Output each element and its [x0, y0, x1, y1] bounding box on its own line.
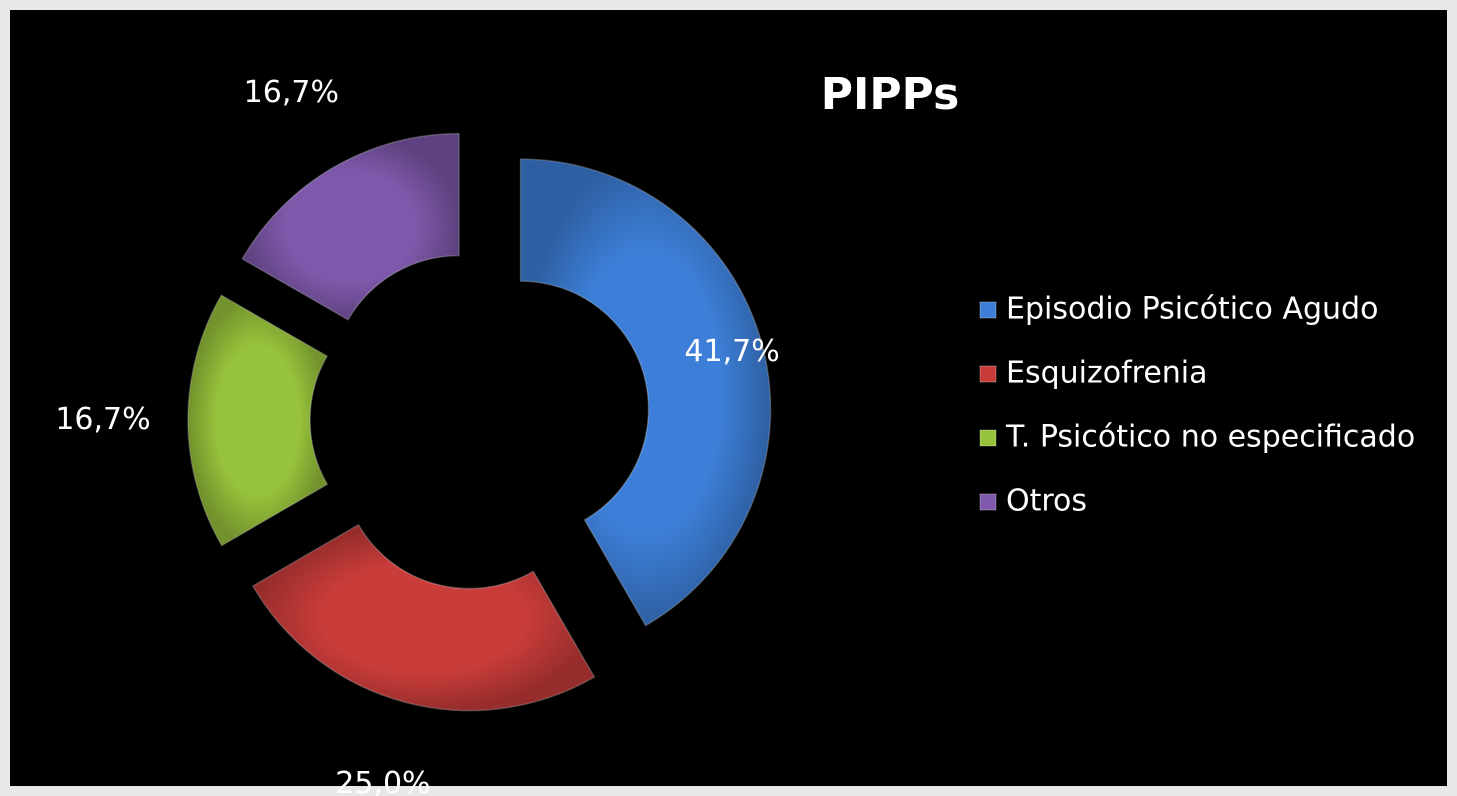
legend-label: Otros	[1006, 484, 1087, 519]
legend-label: T. Psicótico no especificado	[1005, 420, 1415, 455]
legend-swatch	[979, 301, 997, 319]
legend-swatch	[979, 493, 997, 511]
legend-swatch	[979, 429, 997, 447]
data-label: 25,0%	[335, 766, 430, 796]
data-label: 41,7%	[684, 334, 779, 369]
legend-label: Esquizofrenia	[1006, 356, 1208, 391]
data-label: 16,7%	[55, 402, 150, 437]
chart-title: PIPPs	[821, 69, 960, 120]
legend-swatch	[979, 365, 997, 383]
data-label: 16,7%	[244, 75, 339, 110]
legend-label: Episodio Psicótico Agudo	[1006, 292, 1378, 327]
